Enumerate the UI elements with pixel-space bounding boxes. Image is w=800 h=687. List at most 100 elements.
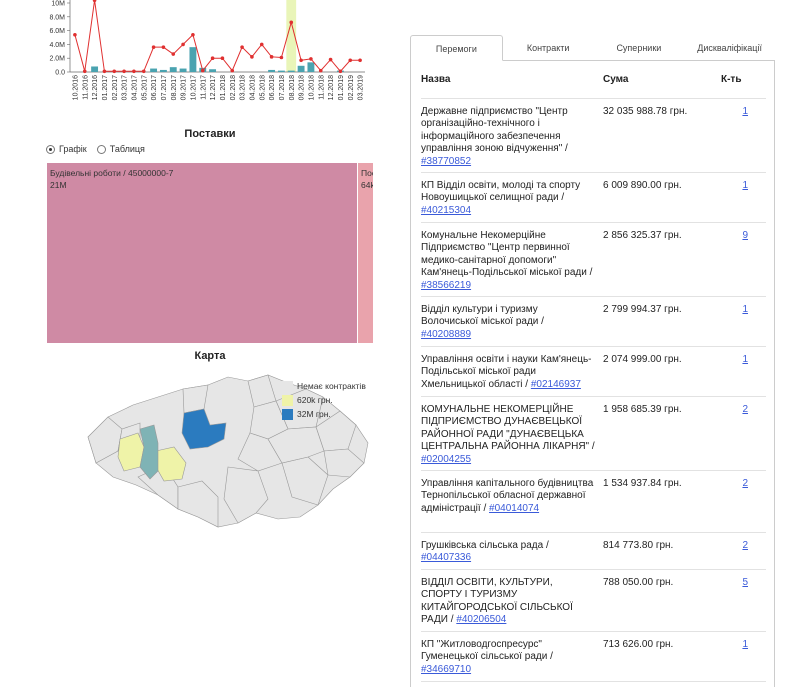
supplies-treemap: Будівельні роботи / 45000000-7 21M Пос 6… (47, 163, 373, 343)
chart-bar (150, 68, 158, 72)
row-count-link[interactable]: 1 (742, 354, 748, 365)
row-count: 5 (721, 577, 766, 631)
chart-point (141, 69, 146, 74)
row-code-link[interactable]: #02146937 (530, 378, 581, 390)
row-count-link[interactable]: 1 (742, 639, 748, 650)
tab-competitors[interactable]: Суперники (593, 35, 685, 61)
chart-y-tick-label: 10M (51, 1, 65, 8)
row-count-link[interactable]: 1 (742, 106, 748, 117)
chart-point (171, 52, 176, 56)
chart-point (82, 69, 87, 74)
chart-point (309, 57, 313, 61)
chart-bar (287, 70, 295, 72)
chart-y-tick-label: 4.0M (49, 42, 65, 49)
chart-point (289, 20, 294, 25)
row-code-link[interactable]: #04014074 (489, 502, 540, 514)
map-region (223, 466, 269, 524)
row-count-link[interactable]: 2 (742, 540, 748, 551)
chart-x-tick-label: 02.2017 (112, 75, 119, 100)
row-count-link[interactable]: 2 (742, 404, 748, 415)
chart-point (161, 45, 166, 49)
row-name-text: Відділ культури і туризму Волочиської мі… (421, 304, 544, 328)
chart-bar (297, 65, 305, 72)
row-count: 1 (721, 106, 766, 172)
chart-point (259, 42, 264, 47)
table-row: Грушківська сільська рада / #04407336 81… (421, 533, 766, 570)
treemap-cell-construction[interactable]: Будівельні роботи / 45000000-7 21M (47, 163, 358, 343)
row-code-link[interactable]: #34669710 (421, 663, 472, 675)
map-region (237, 432, 283, 472)
chart-x-tick-label: 01.2019 (338, 75, 345, 100)
row-count: 9 (721, 230, 766, 296)
map-region-highlight-high (181, 408, 227, 450)
row-name-text: Державне підприємство "Центр організацій… (421, 106, 568, 155)
chart-point (348, 58, 353, 63)
chart-x-tick-label: 04.2017 (131, 75, 138, 100)
tab-winnings[interactable]: Перемоги (410, 35, 503, 61)
radio-table-label[interactable]: Таблиця (109, 144, 145, 154)
row-count: 1 (721, 304, 766, 346)
row-code-link[interactable]: #02004255 (421, 453, 472, 465)
row-name-text: Грушківська сільська рада / (421, 540, 549, 551)
row-count-link[interactable]: 1 (742, 304, 748, 315)
row-code-link[interactable]: #40206504 (456, 614, 507, 626)
tab-disqualifications[interactable]: Дискваліфікації (684, 35, 775, 61)
radio-graph-label[interactable]: Графік (59, 144, 87, 154)
row-name: ВІДДІЛ ОСВІТИ, КУЛЬТУРИ, СПОРТУ І ТУРИЗМ… (421, 577, 603, 631)
row-code-link[interactable]: #40208889 (421, 328, 472, 340)
chart-y-tick-label: 2.0M (49, 56, 65, 63)
chart-bar (277, 70, 285, 72)
chart-x-tick-label: 09.2018 (299, 75, 306, 100)
row-code-link[interactable]: #40215304 (421, 204, 472, 216)
row-name-text: КОМУНАЛЬНЕ НЕКОМЕРЦІЙНЕ ПІДПРИЄМСТВО ДУН… (421, 404, 595, 453)
row-count-link[interactable]: 2 (742, 478, 748, 489)
table-row: КОМУНАЛЬНЕ НЕКОМЕРЦІЙНЕ ПІДПРИЄМСТВО ДУН… (421, 397, 766, 471)
chart-x-tick-label: 11.2018 (318, 75, 325, 100)
chart-y-tick-label: 6.0M (49, 28, 65, 35)
treemap-cell-label: Пос (361, 168, 373, 178)
row-count-link[interactable]: 9 (742, 230, 748, 241)
chart-x-tick-label: 02.2018 (230, 75, 237, 100)
chart-x-tick-label: 11.2017 (200, 75, 207, 100)
row-sum: 2 856 325.37 грн. (603, 230, 682, 241)
chart-point (181, 42, 185, 47)
supplies-title: Поставки (184, 128, 236, 140)
row-sum: 2 074 999.00 грн. (603, 354, 682, 365)
row-code-link[interactable]: #38566219 (421, 279, 472, 291)
legend-item-low: 620k грн. (282, 393, 366, 407)
row-sum: 1 958 685.39 грн. (603, 404, 682, 415)
chart-point (191, 32, 195, 37)
chart-point (92, 0, 97, 3)
chart-x-tick-label: 08.2018 (289, 75, 296, 100)
row-count-link[interactable]: 1 (742, 180, 748, 191)
row-code-link[interactable]: #04407336 (421, 552, 472, 564)
row-count-link[interactable]: 5 (742, 577, 748, 588)
row-count: 1 (721, 639, 766, 681)
chart-highlight-band (286, 0, 297, 72)
tabs-container: Перемоги Контракти Суперники Дискваліфік… (410, 35, 775, 687)
chart-x-tick-label: 07.2018 (279, 75, 286, 100)
column-header-sum: Сума (603, 73, 629, 85)
row-sum: 1 534 937.84 грн. (603, 478, 682, 489)
row-code-link[interactable]: #38770852 (421, 155, 472, 167)
winners-table: Назва Сума К-ть Державне підприємство "Ц… (421, 60, 766, 682)
treemap-cell-other[interactable]: Пос 64k (358, 163, 373, 343)
chart-point (132, 69, 136, 74)
row-name: КП Відділ освіти, молоді та спорту Новоу… (421, 180, 603, 222)
row-count: 2 (721, 404, 766, 470)
row-count: 2 (721, 478, 766, 532)
chart-x-tick-label: 05.2017 (141, 75, 148, 100)
map-region (177, 480, 219, 528)
chart-x-tick-label: 12.2017 (210, 75, 217, 100)
chart-bar (179, 68, 187, 72)
legend-swatch (282, 408, 293, 420)
radio-graph[interactable] (46, 144, 55, 154)
tab-contracts[interactable]: Контракти (502, 35, 594, 61)
row-name: КОМУНАЛЬНЕ НЕКОМЕРЦІЙНЕ ПІДПРИЄМСТВО ДУН… (421, 404, 603, 470)
map-region-highlight-mid (139, 424, 159, 480)
chart-x-tick-label: 08.2017 (171, 75, 178, 100)
radio-table[interactable] (96, 144, 106, 154)
row-name: Комунальне Некомерційне Підприємство "Це… (421, 230, 603, 296)
table-row: Комунальне Некомерційне Підприємство "Це… (421, 223, 766, 297)
chart-x-tick-label: 11.2016 (82, 75, 89, 100)
